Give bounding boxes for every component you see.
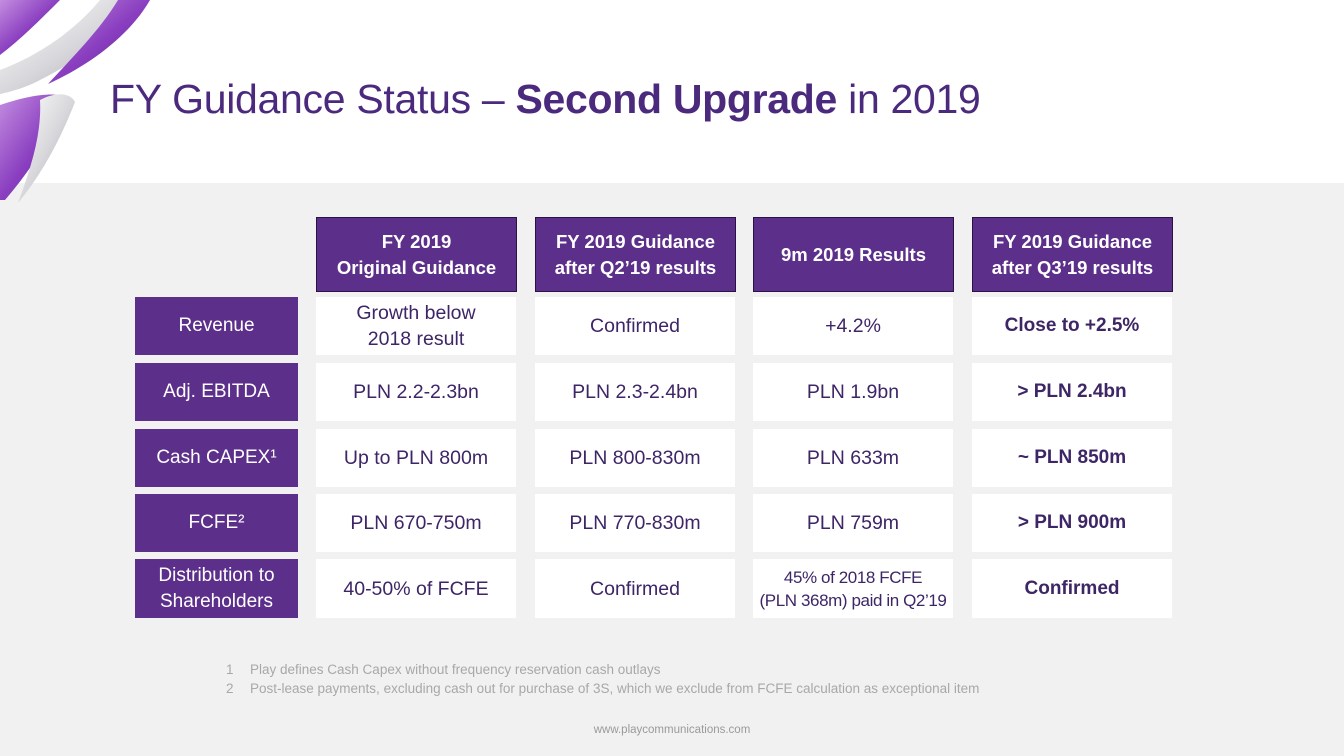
table-cell: > PLN 2.4bn [972, 363, 1172, 421]
page-title: FY Guidance Status – Second Upgrade in 2… [110, 76, 981, 122]
row-label-fcfe: FCFE² [135, 494, 298, 552]
footnote-text: Post-lease payments, excluding cash out … [250, 681, 980, 696]
column-header: FY 2019 Guidance after Q2’19 results [535, 217, 736, 292]
table-cell: Close to +2.5% [972, 297, 1172, 355]
footnotes: 1 Play defines Cash Capex without freque… [226, 660, 979, 698]
table-cell: PLN 759m [753, 494, 953, 552]
row-label-distribution: Distribution to Shareholders [135, 559, 298, 618]
table-cell: PLN 2.2-2.3bn [316, 363, 516, 421]
table-cell: PLN 1.9bn [753, 363, 953, 421]
table-cell: Up to PLN 800m [316, 429, 516, 487]
table-cell: PLN 633m [753, 429, 953, 487]
table-cell: Confirmed [972, 559, 1172, 618]
website-url: www.playcommunications.com [593, 724, 751, 736]
row-label-revenue: Revenue [135, 297, 298, 355]
header-band [0, 0, 1344, 183]
table-cell: 40-50% of FCFE [316, 559, 516, 618]
footnote: 2 Post-lease payments, excluding cash ou… [226, 679, 979, 698]
table-cell: ~ PLN 850m [972, 429, 1172, 487]
footnote-number: 1 [226, 662, 234, 677]
footnote-number: 2 [226, 681, 234, 696]
table-cell: PLN 2.3-2.4bn [535, 363, 735, 421]
table-cell: +4.2% [753, 297, 953, 355]
table-cell: 45% of 2018 FCFE (PLN 368m) paid in Q2’19 [753, 559, 953, 618]
table-cell: Confirmed [535, 297, 735, 355]
footnote-text: Play defines Cash Capex without frequenc… [250, 662, 661, 677]
column-header: FY 2019 Original Guidance [316, 217, 517, 292]
row-label-cash-capex: Cash CAPEX¹ [135, 429, 298, 487]
table-cell: PLN 670-750m [316, 494, 516, 552]
column-header: 9m 2019 Results [753, 217, 954, 292]
row-label-adj-ebitda: Adj. EBITDA [135, 363, 298, 421]
table-cell: Confirmed [535, 559, 735, 618]
table-cell: Growth below 2018 result [316, 297, 516, 355]
column-header: FY 2019 Guidance after Q3’19 results [972, 217, 1173, 292]
table-cell: PLN 770-830m [535, 494, 735, 552]
footnote: 1 Play defines Cash Capex without freque… [226, 660, 979, 679]
play-logo-swoosh-icon [0, 0, 150, 203]
table-cell: > PLN 900m [972, 494, 1172, 552]
table-cell: PLN 800-830m [535, 429, 735, 487]
